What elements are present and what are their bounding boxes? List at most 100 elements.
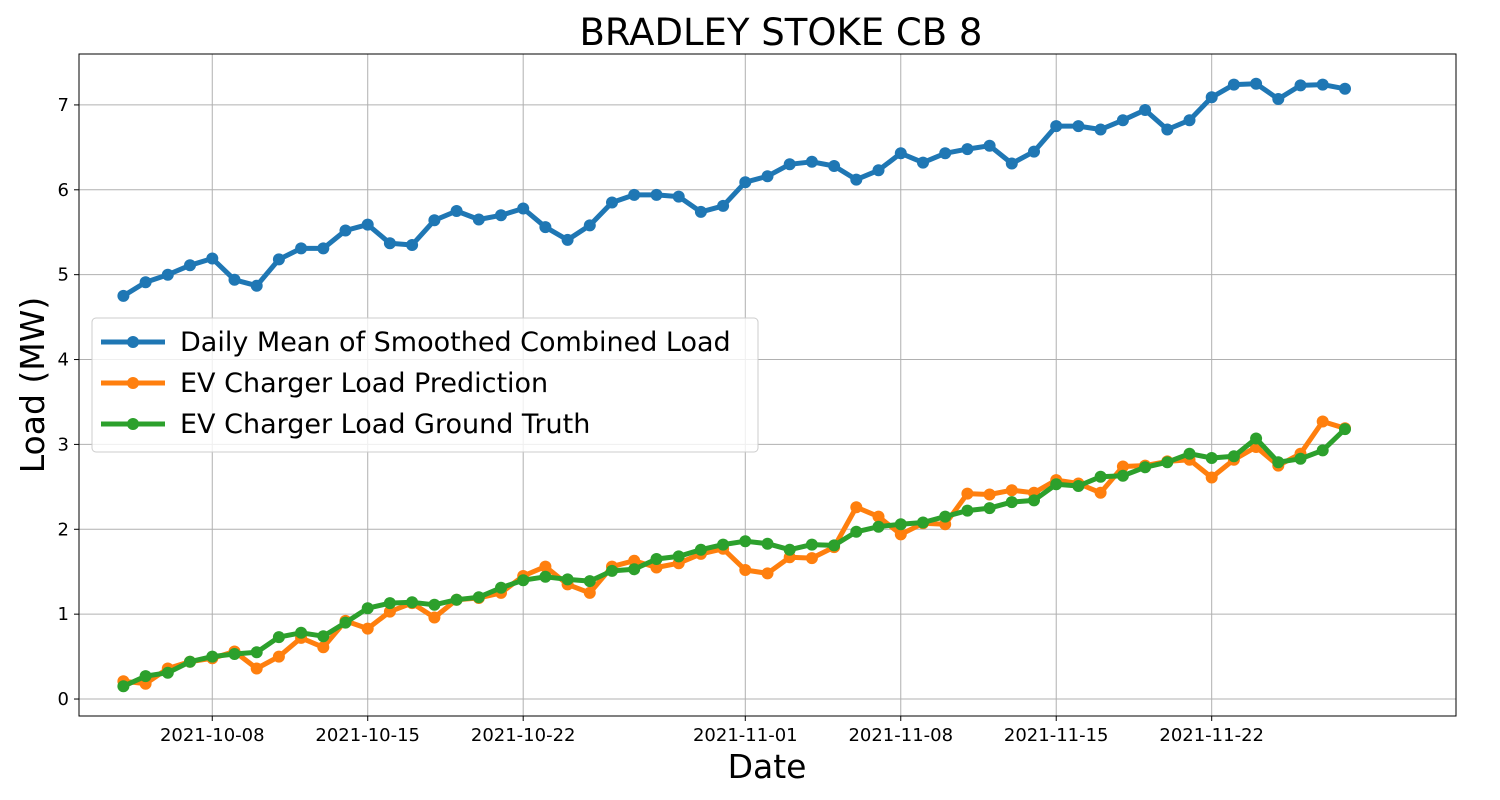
data-point xyxy=(1072,480,1085,492)
data-point xyxy=(805,155,818,168)
data-point xyxy=(983,488,996,501)
y-tick-label: 7 xyxy=(58,95,69,116)
data-point xyxy=(850,525,863,538)
data-point xyxy=(894,518,907,531)
data-point xyxy=(206,252,219,265)
data-point xyxy=(472,591,485,604)
data-point xyxy=(472,213,485,226)
data-point xyxy=(694,543,707,556)
data-point xyxy=(1161,456,1174,469)
x-tick-label: 2021-10-15 xyxy=(315,725,420,746)
data-point xyxy=(1161,123,1174,136)
data-point xyxy=(761,170,774,183)
legend-frame xyxy=(91,317,759,453)
data-point xyxy=(428,214,441,227)
x-tick-label: 2021-11-01 xyxy=(693,725,798,746)
data-point xyxy=(1050,478,1063,491)
data-point xyxy=(828,160,841,172)
data-point xyxy=(828,539,841,552)
data-point xyxy=(1205,471,1218,484)
data-point xyxy=(1272,93,1285,105)
x-tick-label: 2021-11-08 xyxy=(848,725,953,746)
data-point xyxy=(1072,120,1085,133)
data-point xyxy=(606,564,618,577)
data-point xyxy=(1005,484,1018,497)
x-tick-label: 2021-11-15 xyxy=(1004,725,1109,746)
data-point xyxy=(1028,494,1040,507)
data-point xyxy=(361,602,374,615)
y-tick-label: 1 xyxy=(58,604,69,625)
data-point xyxy=(650,188,663,201)
data-point xyxy=(272,253,285,266)
data-point xyxy=(872,164,885,177)
y-tick-label: 6 xyxy=(58,180,69,201)
data-point xyxy=(783,543,796,556)
data-point xyxy=(250,279,263,292)
grid xyxy=(79,54,1456,716)
data-point xyxy=(272,650,285,663)
x-tick-label: 2021-10-22 xyxy=(471,725,576,746)
data-point xyxy=(295,242,308,255)
data-point xyxy=(1094,486,1107,499)
data-point xyxy=(1316,415,1329,428)
data-point xyxy=(1250,77,1263,90)
data-point xyxy=(739,535,752,548)
data-point xyxy=(628,554,641,567)
y-tick-label: 2 xyxy=(58,519,69,540)
data-point xyxy=(983,502,996,515)
data-point xyxy=(428,611,441,624)
data-point xyxy=(339,224,352,237)
data-point xyxy=(761,567,774,580)
data-point xyxy=(450,205,463,217)
data-point xyxy=(872,510,885,523)
data-point xyxy=(206,650,219,663)
y-tick-label: 0 xyxy=(58,689,69,710)
data-point xyxy=(672,550,685,563)
data-point xyxy=(539,560,552,573)
data-point xyxy=(1316,78,1329,91)
y-tick-label: 3 xyxy=(58,434,69,455)
data-point xyxy=(406,239,419,251)
data-point xyxy=(517,574,530,587)
data-point xyxy=(272,631,285,644)
series-1 xyxy=(117,77,1351,302)
data-point xyxy=(650,561,663,574)
data-point xyxy=(161,268,174,281)
data-point xyxy=(917,156,929,169)
data-point xyxy=(983,139,996,152)
data-point xyxy=(1339,82,1351,95)
data-point xyxy=(583,575,596,588)
y-tick-label: 5 xyxy=(58,265,69,286)
data-point xyxy=(872,520,885,533)
data-point xyxy=(495,581,507,594)
legend-marker xyxy=(127,336,139,348)
data-point xyxy=(694,205,707,218)
data-point xyxy=(1116,469,1129,482)
data-point xyxy=(1116,460,1129,473)
data-point xyxy=(1227,78,1240,91)
data-point xyxy=(1183,447,1196,460)
data-point xyxy=(139,276,152,289)
data-point xyxy=(961,504,974,517)
data-point xyxy=(383,237,396,250)
data-point xyxy=(672,190,685,203)
legend-marker xyxy=(127,377,139,389)
data-point xyxy=(1094,470,1107,483)
legend-entry: EV Charger Load Ground Truth xyxy=(180,409,590,440)
data-point xyxy=(517,202,530,215)
data-point xyxy=(583,219,596,232)
data-point xyxy=(961,143,974,156)
data-point xyxy=(606,196,618,209)
data-point xyxy=(850,173,863,186)
data-point xyxy=(1139,461,1152,474)
data-point xyxy=(317,641,330,654)
data-point xyxy=(1028,145,1040,158)
data-point xyxy=(939,147,952,160)
data-point xyxy=(184,259,196,272)
y-tick-label: 4 xyxy=(58,350,69,371)
data-point xyxy=(361,218,374,231)
data-point xyxy=(917,516,929,529)
data-point xyxy=(1050,120,1063,133)
data-point xyxy=(717,199,730,212)
data-point xyxy=(805,538,818,551)
